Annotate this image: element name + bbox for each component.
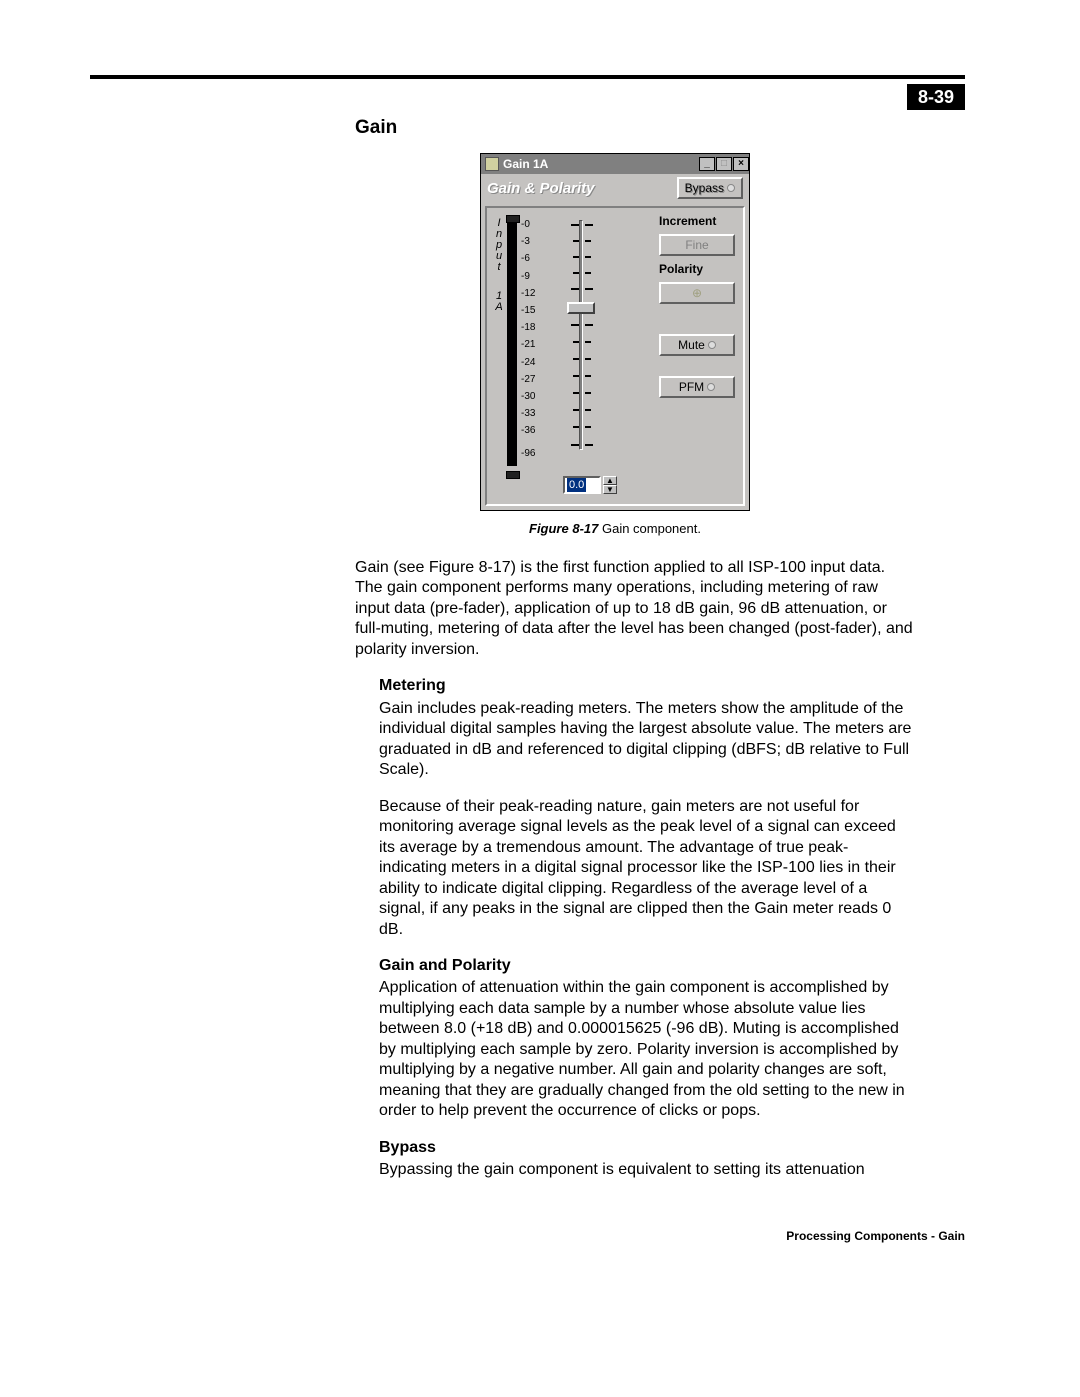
spin-down-icon[interactable]: ▼: [603, 485, 617, 494]
fine-button[interactable]: Fine: [659, 234, 735, 256]
figure-caption-text: Gain component.: [598, 521, 701, 536]
bypass-led: [727, 184, 735, 192]
slider-tick: [585, 256, 591, 258]
metering-p1: Gain includes peak-reading meters. The m…: [379, 699, 915, 781]
slider-tick: [573, 240, 579, 242]
bypass-label: Bypass: [685, 181, 724, 195]
body-text: Gain (see Figure 8-17) is the first func…: [355, 558, 915, 1181]
scale-tick: -96: [521, 445, 535, 462]
scale-tick: -3: [521, 233, 535, 250]
figure-number: Figure 8-17: [529, 521, 598, 536]
slider-tick: [573, 426, 579, 428]
slider-tick: [585, 375, 591, 377]
page-number: 8-39: [907, 84, 965, 110]
slider-tick: [573, 409, 579, 411]
slider-tick: [585, 341, 591, 343]
pfm-label: PFM: [679, 380, 704, 394]
gain-window: Gain 1A _ □ × Gain & Polarity Bypass Inp…: [480, 153, 750, 511]
scale-tick: -30: [521, 388, 535, 405]
slider-tick: [573, 341, 579, 343]
intro-paragraph: Gain (see Figure 8-17) is the first func…: [355, 558, 915, 660]
slider-tick: [585, 426, 591, 428]
scale-tick: -18: [521, 319, 535, 336]
gain-polarity-p: Application of attenuation within the ga…: [379, 978, 915, 1121]
slider-tick: [573, 392, 579, 394]
slider-tick: [573, 256, 579, 258]
window-icon: [485, 157, 499, 171]
scale-tick: -0: [521, 216, 535, 233]
spin-buttons[interactable]: ▲ ▼: [603, 476, 617, 494]
section-title: Gain: [355, 117, 965, 139]
mute-label: Mute: [678, 338, 705, 352]
metering-heading: Metering: [379, 676, 915, 696]
top-rule: [90, 75, 965, 79]
metering-p2: Because of their peak-reading nature, ga…: [379, 797, 915, 940]
scale-tick: -12: [521, 285, 535, 302]
slider-tick: [571, 444, 579, 446]
slider-tick: [585, 224, 593, 226]
sub-header: Gain & Polarity Bypass: [481, 174, 749, 202]
slider-tick: [571, 288, 579, 290]
meter-column: Input 1A -0 -3 -6 -9 -12 -15: [493, 216, 553, 494]
scale-tick: -6: [521, 250, 535, 267]
polarity-label: Polarity: [659, 262, 735, 276]
gain-value-input[interactable]: 0.0: [563, 476, 601, 494]
slider-track[interactable]: [579, 220, 583, 450]
slider-thumb[interactable]: [567, 302, 595, 314]
slider-tick: [573, 375, 579, 377]
scale-tick: -21: [521, 336, 535, 353]
minimize-button[interactable]: _: [699, 157, 715, 171]
figure-caption: Figure 8-17 Gain component.: [480, 521, 750, 536]
slider-tick: [585, 444, 593, 446]
pfm-button[interactable]: PFM: [659, 376, 735, 398]
slider-tick: [585, 358, 591, 360]
scale-tick: -27: [521, 371, 535, 388]
scale-tick: -15: [521, 302, 535, 319]
polarity-button[interactable]: ⊕: [659, 282, 735, 304]
slider-tick: [573, 358, 579, 360]
subtitle: Gain & Polarity: [487, 180, 595, 197]
clip-indicator: [506, 215, 520, 223]
slider-tick: [585, 240, 591, 242]
mute-button[interactable]: Mute: [659, 334, 735, 356]
right-controls: Increment Fine Polarity ⊕ Mute PFM: [659, 214, 735, 398]
figure: Gain 1A _ □ × Gain & Polarity Bypass Inp…: [480, 153, 750, 536]
slider-tick: [571, 224, 579, 226]
gain-polarity-heading: Gain and Polarity: [379, 956, 915, 976]
scale-tick: -24: [521, 354, 535, 371]
slider-tick: [571, 324, 579, 326]
panel-body: Input 1A -0 -3 -6 -9 -12 -15: [485, 206, 745, 506]
scale-tick: -33: [521, 405, 535, 422]
page: 8-39 Gain Gain 1A _ □ × Gain & Polarity …: [90, 75, 965, 1181]
gain-slider-column: 0.0 ▲ ▼: [557, 216, 617, 494]
polarity-icon: ⊕: [692, 286, 702, 300]
meter-bottom-icon: [506, 471, 520, 479]
gain-value: 0.0: [567, 478, 586, 492]
slider-tick: [585, 288, 593, 290]
slider-tick: [585, 324, 593, 326]
bypass-button[interactable]: Bypass: [677, 177, 743, 199]
slider-tick: [573, 272, 579, 274]
increment-label: Increment: [659, 214, 735, 228]
slider-tick: [585, 272, 591, 274]
footer: Processing Components - Gain: [786, 1229, 965, 1243]
slider-tick: [585, 392, 591, 394]
window-title: Gain 1A: [503, 157, 548, 171]
spin-up-icon[interactable]: ▲: [603, 476, 617, 485]
slider-tick: [585, 409, 591, 411]
scale-tick: -9: [521, 268, 535, 285]
bypass-p: Bypassing the gain component is equivale…: [379, 1160, 915, 1180]
bypass-heading: Bypass: [379, 1138, 915, 1158]
input-vlabel: Input 1A: [493, 216, 505, 494]
titlebar: Gain 1A _ □ ×: [481, 154, 749, 174]
close-button[interactable]: ×: [733, 157, 749, 171]
mute-led: [708, 341, 716, 349]
input-meter: [507, 216, 517, 466]
maximize-button[interactable]: □: [716, 157, 732, 171]
scale-tick: -36: [521, 422, 535, 439]
pfm-led: [707, 383, 715, 391]
db-scale: -0 -3 -6 -9 -12 -15 -18 -21 -24 -27 -30 …: [521, 216, 535, 494]
